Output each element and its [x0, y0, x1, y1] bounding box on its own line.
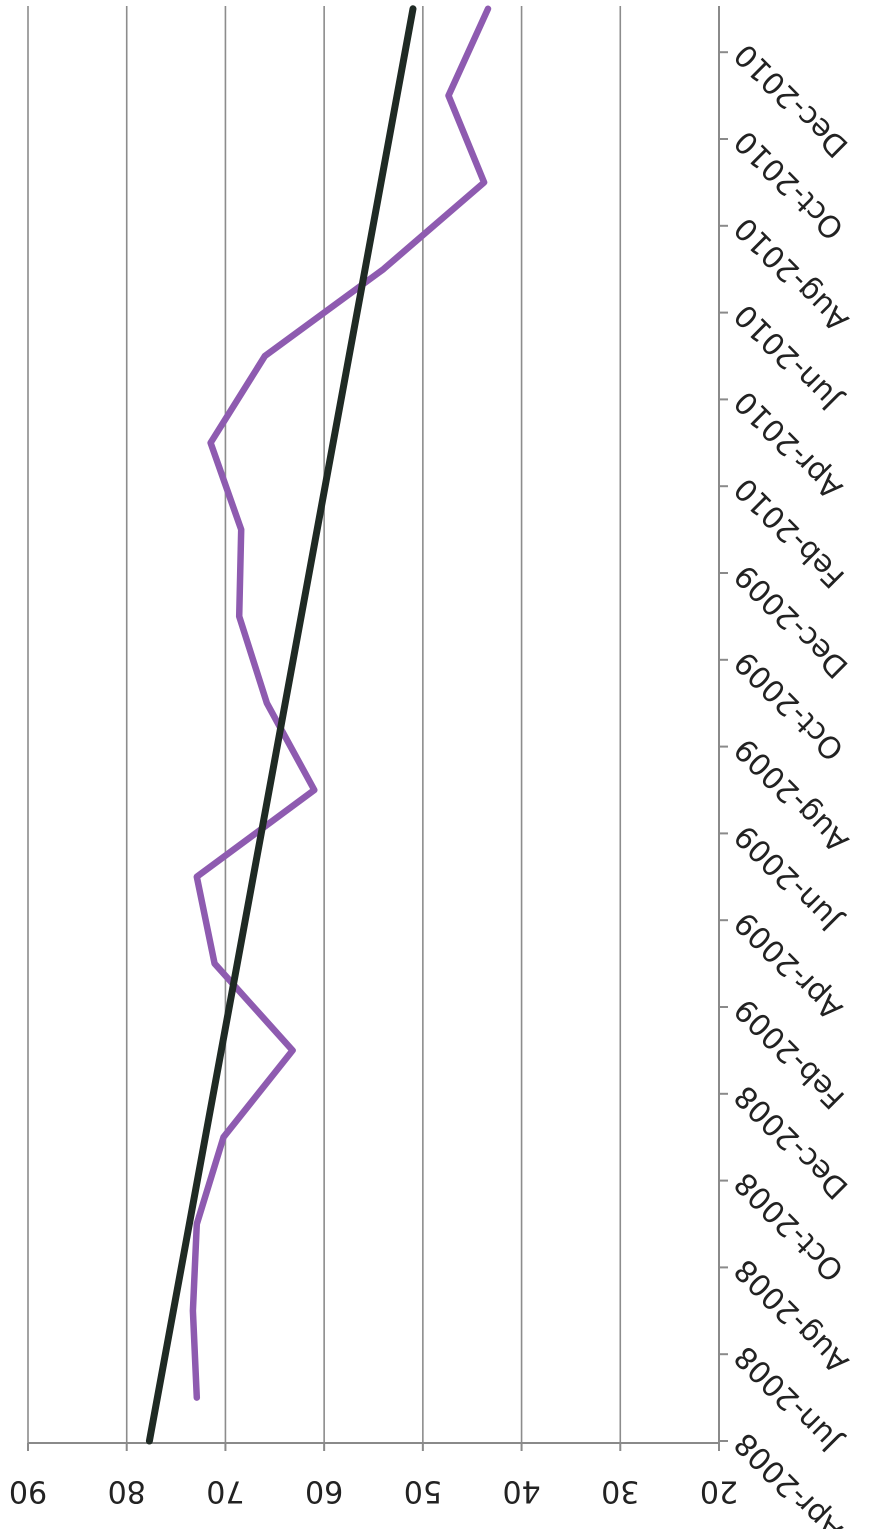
value-tick-label: 20	[700, 1474, 738, 1509]
value-tick-label: 50	[404, 1474, 442, 1509]
value-tick-label: 80	[108, 1474, 146, 1509]
value-tick-label: 90	[9, 1474, 47, 1509]
series-lines	[145, 5, 492, 1445]
gridlines	[27, 6, 622, 1443]
value-tick-label: 30	[601, 1474, 639, 1509]
trend-line	[145, 5, 417, 1445]
series-line	[189, 5, 492, 1401]
axes	[27, 6, 728, 1451]
value-tick-label: 70	[206, 1474, 244, 1509]
value-tick-label: 40	[502, 1474, 540, 1509]
value-tick-label: 60	[305, 1474, 343, 1509]
